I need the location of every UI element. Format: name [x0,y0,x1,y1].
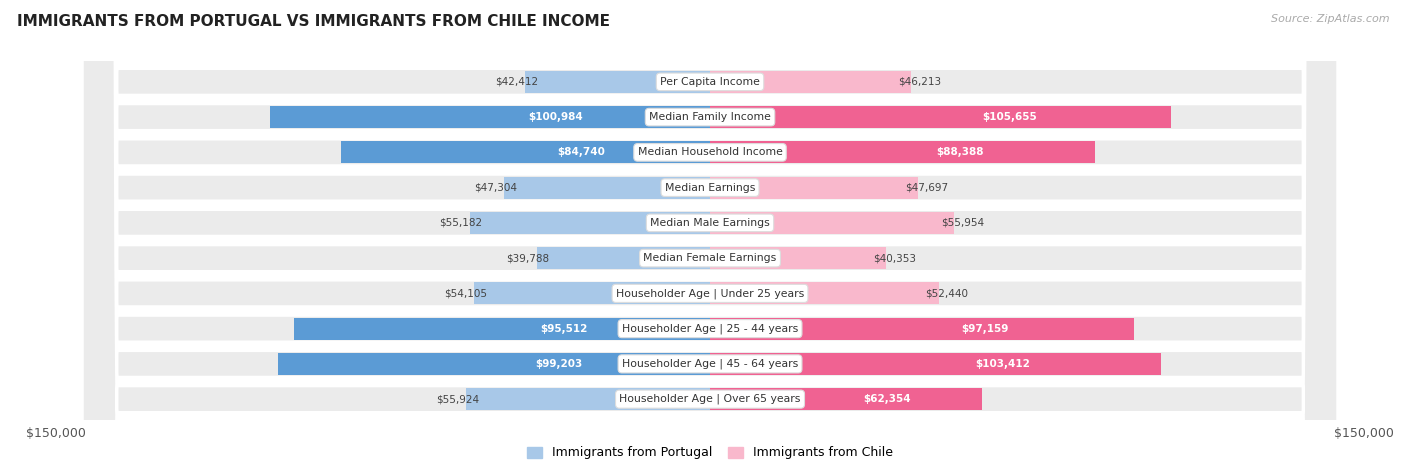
Text: $55,924: $55,924 [436,394,479,404]
FancyBboxPatch shape [83,0,1337,467]
Bar [710,283,939,304]
Bar [277,353,710,375]
Bar [537,247,710,269]
Text: Householder Age | 45 - 64 years: Householder Age | 45 - 64 years [621,359,799,369]
Bar [710,247,886,269]
Text: Median Household Income: Median Household Income [637,148,783,157]
FancyBboxPatch shape [83,0,1337,467]
Text: $99,203: $99,203 [536,359,582,369]
Text: Source: ZipAtlas.com: Source: ZipAtlas.com [1271,14,1389,24]
Text: Householder Age | 25 - 44 years: Householder Age | 25 - 44 years [621,323,799,334]
Text: Median Family Income: Median Family Income [650,112,770,122]
Bar [526,71,710,93]
Text: $100,984: $100,984 [529,112,583,122]
Text: $62,354: $62,354 [863,394,911,404]
Bar [503,177,710,198]
Bar [710,388,981,410]
FancyBboxPatch shape [83,0,1337,467]
Text: $88,388: $88,388 [936,148,984,157]
Bar [474,283,710,304]
Bar [294,318,710,340]
Text: Householder Age | Under 25 years: Householder Age | Under 25 years [616,288,804,298]
Bar [710,212,953,234]
Text: $105,655: $105,655 [981,112,1036,122]
Text: IMMIGRANTS FROM PORTUGAL VS IMMIGRANTS FROM CHILE INCOME: IMMIGRANTS FROM PORTUGAL VS IMMIGRANTS F… [17,14,610,29]
Text: Median Male Earnings: Median Male Earnings [650,218,770,228]
Legend: Immigrants from Portugal, Immigrants from Chile: Immigrants from Portugal, Immigrants fro… [523,441,897,464]
Bar [710,106,1171,128]
FancyBboxPatch shape [83,0,1337,467]
FancyBboxPatch shape [83,0,1337,467]
Bar [710,71,911,93]
Bar [710,177,918,198]
Text: $40,353: $40,353 [873,253,915,263]
Bar [270,106,710,128]
Text: $39,788: $39,788 [506,253,550,263]
Bar [710,318,1133,340]
Text: $42,412: $42,412 [495,77,538,87]
Text: Per Capita Income: Per Capita Income [659,77,761,87]
Text: Median Earnings: Median Earnings [665,183,755,192]
Text: $103,412: $103,412 [976,359,1031,369]
Text: $47,304: $47,304 [474,183,517,192]
Text: Median Female Earnings: Median Female Earnings [644,253,776,263]
Text: $97,159: $97,159 [962,324,1010,333]
Text: $47,697: $47,697 [905,183,948,192]
Bar [470,212,710,234]
Bar [340,142,710,163]
Bar [710,142,1095,163]
FancyBboxPatch shape [83,0,1337,467]
Text: $84,740: $84,740 [557,148,605,157]
FancyBboxPatch shape [83,0,1337,467]
Text: $95,512: $95,512 [541,324,588,333]
FancyBboxPatch shape [83,0,1337,467]
FancyBboxPatch shape [83,0,1337,467]
Text: $52,440: $52,440 [925,289,969,298]
Text: $55,954: $55,954 [941,218,984,228]
Text: Householder Age | Over 65 years: Householder Age | Over 65 years [619,394,801,404]
FancyBboxPatch shape [83,0,1337,467]
Bar [710,353,1161,375]
Text: $46,213: $46,213 [898,77,942,87]
Text: $54,105: $54,105 [444,289,488,298]
Bar [467,388,710,410]
Text: $55,182: $55,182 [440,218,482,228]
